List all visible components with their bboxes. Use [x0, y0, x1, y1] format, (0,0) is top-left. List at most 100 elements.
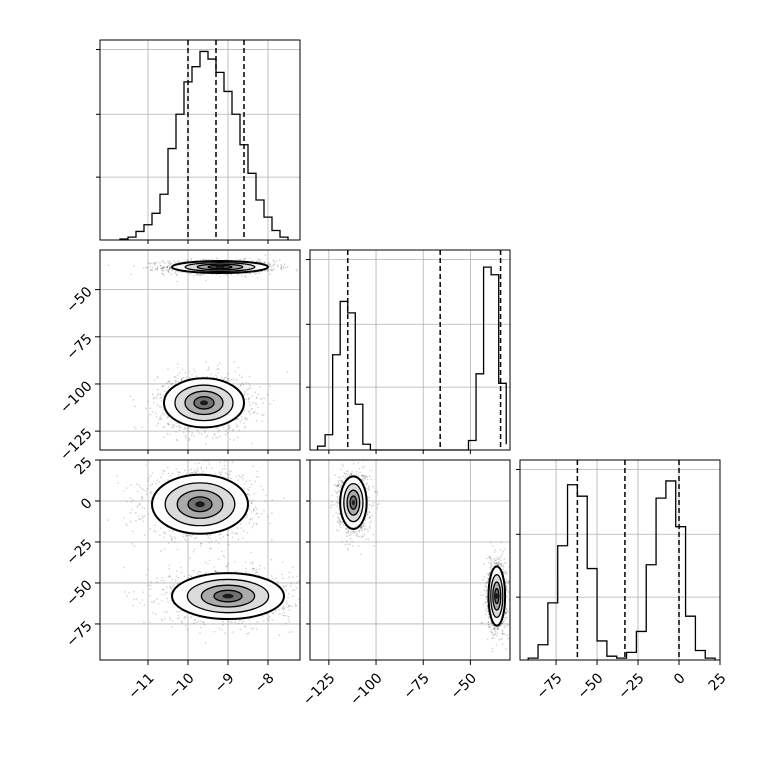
sample-point [161, 385, 164, 387]
sample-point [167, 423, 169, 425]
sample-point [302, 267, 304, 269]
sample-point [185, 436, 187, 439]
sample-point [171, 424, 174, 427]
sample-point [270, 575, 273, 577]
sample-point [141, 517, 144, 519]
sample-point [245, 419, 247, 421]
sample-point [228, 424, 230, 427]
sample-point [147, 477, 150, 480]
sample-point [154, 268, 157, 271]
sample-point [219, 531, 221, 534]
sample-point [250, 628, 253, 630]
sample-point [177, 614, 180, 617]
sample-point [171, 269, 174, 271]
sample-point [275, 260, 278, 263]
sample-point [237, 274, 239, 276]
sample-point [166, 266, 169, 268]
sample-point [276, 264, 279, 267]
sample-point [269, 263, 271, 266]
sample-point [169, 535, 171, 537]
sample-point [251, 526, 254, 528]
sample-point [163, 426, 166, 428]
sample-point [210, 373, 212, 376]
sample-point [203, 624, 206, 626]
sample-point [217, 371, 219, 374]
sample-point [156, 581, 159, 583]
sample-point [193, 368, 195, 371]
sample-point [278, 608, 280, 611]
sample-point [243, 422, 245, 425]
sample-point [230, 477, 232, 480]
sample-point [223, 377, 225, 380]
sample-point [246, 515, 248, 518]
sample-point [263, 413, 265, 416]
sample-point [156, 395, 158, 397]
sample-point [269, 385, 271, 388]
sample-point [176, 274, 178, 276]
sample-point [273, 260, 276, 263]
sample-point [252, 567, 254, 570]
sample-point [202, 621, 205, 623]
sample-point [181, 378, 183, 381]
sample-point [149, 491, 152, 493]
sample-point [237, 366, 240, 369]
sample-point [165, 269, 167, 271]
sample-point [163, 536, 165, 539]
sample-point [195, 375, 197, 378]
sample-point [190, 259, 193, 261]
axes-frame [99, 249, 301, 451]
sample-point [126, 524, 128, 526]
sample-point [175, 273, 178, 276]
sample-point [155, 482, 157, 485]
sample-point [288, 571, 291, 574]
sample-point [277, 266, 279, 268]
sample-point [123, 566, 125, 569]
sample-point [178, 429, 181, 431]
sample-point [245, 381, 247, 384]
sample-point [249, 272, 251, 275]
hist-0-step [119, 50, 289, 240]
sample-point [162, 269, 164, 272]
sample-point [188, 437, 191, 440]
sample-point [294, 605, 297, 607]
sample-point [158, 481, 160, 483]
sample-point [167, 265, 169, 268]
sample-point [170, 587, 172, 590]
sample-point [169, 475, 172, 477]
sample-point [156, 267, 159, 270]
sample-point [207, 369, 209, 372]
sample-point [281, 268, 283, 271]
sample-point [160, 476, 162, 479]
sample-point [153, 262, 155, 264]
sample-point [262, 488, 265, 491]
sample-point [171, 530, 174, 532]
sample-point [171, 538, 173, 540]
sample-point [153, 379, 155, 382]
sample-point [215, 274, 218, 276]
sample-point [227, 543, 230, 546]
sample-point [215, 257, 218, 260]
sample-point [241, 475, 243, 478]
sample-point [169, 585, 171, 587]
sample-point [161, 412, 164, 414]
sample-point [226, 274, 229, 276]
sample-point [271, 538, 273, 541]
sample-point [132, 530, 134, 533]
sample-point [284, 263, 286, 265]
sample-point [252, 523, 255, 525]
sample-point [190, 434, 193, 437]
sample-point [271, 499, 274, 502]
sample-point [165, 266, 168, 269]
sample-point [245, 480, 247, 483]
sample-point [286, 371, 289, 373]
sample-point [149, 269, 152, 271]
sample-point [302, 628, 304, 630]
sample-point [188, 430, 191, 433]
sample-point [256, 571, 258, 573]
sample-point [200, 433, 203, 435]
sample-point [254, 480, 257, 483]
sample-point [143, 489, 145, 491]
sample-point [175, 575, 178, 577]
sample-point [164, 618, 166, 620]
sample-point [154, 524, 156, 527]
